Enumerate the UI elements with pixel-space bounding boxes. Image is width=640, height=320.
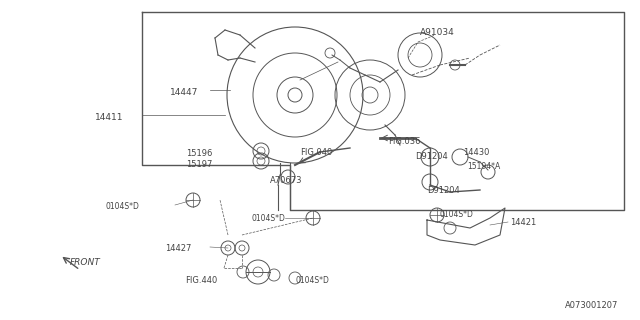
Text: 15194*A: 15194*A: [467, 162, 500, 171]
Text: 15197: 15197: [186, 160, 212, 169]
Text: 14411: 14411: [95, 113, 124, 122]
Text: 15196: 15196: [186, 149, 212, 158]
Text: FIG.440: FIG.440: [185, 276, 217, 285]
Text: 0104S*D: 0104S*D: [105, 202, 139, 211]
Text: A70673: A70673: [270, 176, 303, 185]
Text: D91204: D91204: [415, 152, 448, 161]
Text: FRONT: FRONT: [70, 258, 100, 267]
Text: 0104S*D: 0104S*D: [295, 276, 329, 285]
Text: A073001207: A073001207: [565, 301, 618, 310]
Text: FIG.040: FIG.040: [300, 148, 332, 157]
Text: 0104S*D: 0104S*D: [251, 214, 285, 223]
Text: 14427: 14427: [165, 244, 191, 253]
Text: FIG.036: FIG.036: [388, 137, 420, 146]
Text: 14421: 14421: [510, 218, 536, 227]
Text: 14430: 14430: [463, 148, 490, 157]
Text: 14447: 14447: [170, 88, 198, 97]
Text: D91204: D91204: [427, 186, 460, 195]
Text: 0104S*D: 0104S*D: [440, 210, 474, 219]
Text: A91034: A91034: [420, 28, 455, 37]
